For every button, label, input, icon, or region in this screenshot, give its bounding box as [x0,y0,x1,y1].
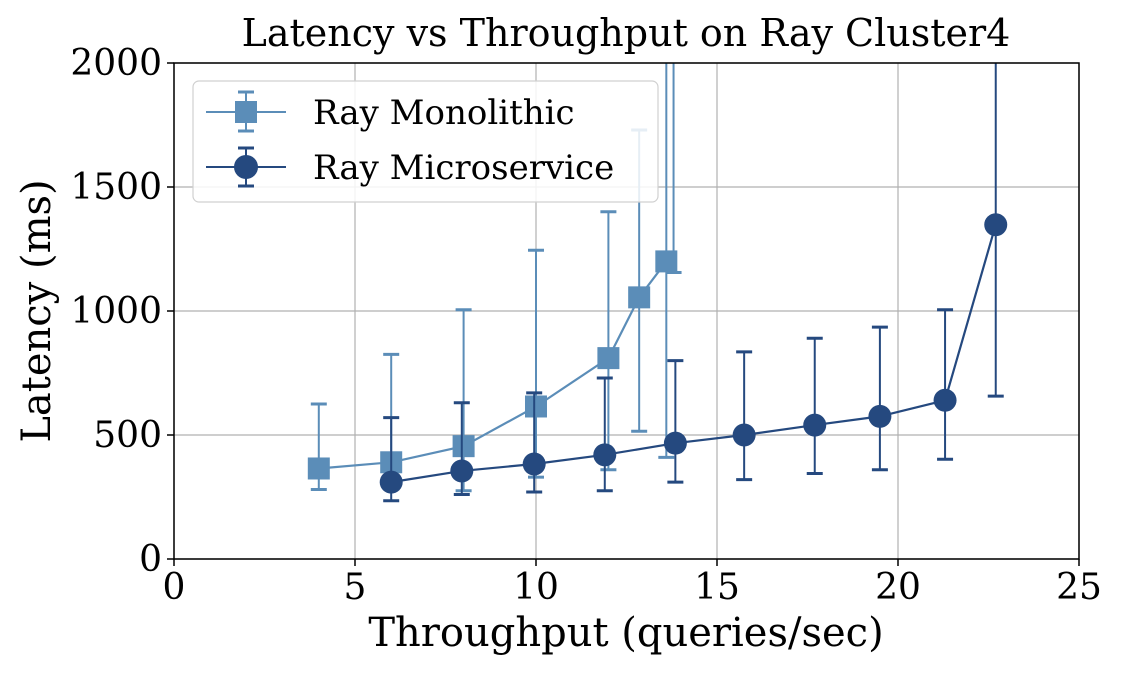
series-line-ray-microservice [391,224,997,484]
x-tick-label: 5 [344,567,367,608]
y-tick-label: 1000 [70,291,162,332]
x-axis-label: Throughput (queries/sec) [368,610,883,656]
data-point-ray-microservice [379,470,403,494]
x-tick-label: 15 [694,567,740,608]
axis-ticks: 0 5 10 15 20 25 0 500 1000 1500 2000 [70,43,1102,608]
data-point-ray-monolithic [525,395,547,418]
data-point-ray-microservice [593,443,617,467]
series-layer [307,63,1008,503]
data-point-ray-monolithic [597,347,620,370]
data-point-ray-microservice [663,431,687,455]
y-tick-label: 1500 [70,167,162,208]
x-tick-label: 20 [875,567,921,608]
legend-label-ray-microservice: Ray Microservice [313,148,614,188]
series-ray-microservice [379,63,1008,503]
y-tick-label: 500 [93,415,162,456]
legend-label-ray-monolithic: Ray Monolithic [313,93,575,133]
legend-item-ray-monolithic: Ray Monolithic [206,90,575,133]
data-point-ray-microservice [868,404,892,428]
data-point-ray-microservice [522,452,546,476]
series-ray-monolithic [307,63,682,493]
data-point-ray-monolithic [452,435,475,458]
data-point-ray-microservice [803,413,827,437]
x-tick-label: 25 [1056,567,1102,608]
legend-marker-ray-monolithic [235,101,257,123]
data-point-ray-microservice [933,388,957,412]
data-point-ray-monolithic [628,286,651,309]
x-tick-label: 0 [163,567,186,608]
y-tick-label: 0 [139,539,162,580]
x-tick-label: 10 [513,567,559,608]
legend-item-ray-microservice: Ray Microservice [206,146,614,188]
chart-title: Latency vs Throughput on Ray Cluster4 [242,11,1011,55]
data-point-ray-monolithic [655,250,678,273]
legend-frame [192,80,659,203]
y-axis-label: Latency (ms) [14,179,60,442]
legend: Ray Monolithic Ray Microservice [192,80,659,203]
data-point-ray-microservice [732,423,756,447]
data-point-ray-monolithic [307,457,330,480]
data-point-ray-microservice [450,459,474,483]
data-point-ray-microservice [984,213,1008,237]
y-tick-label: 2000 [70,43,162,84]
legend-marker-ray-microservice [234,155,258,179]
